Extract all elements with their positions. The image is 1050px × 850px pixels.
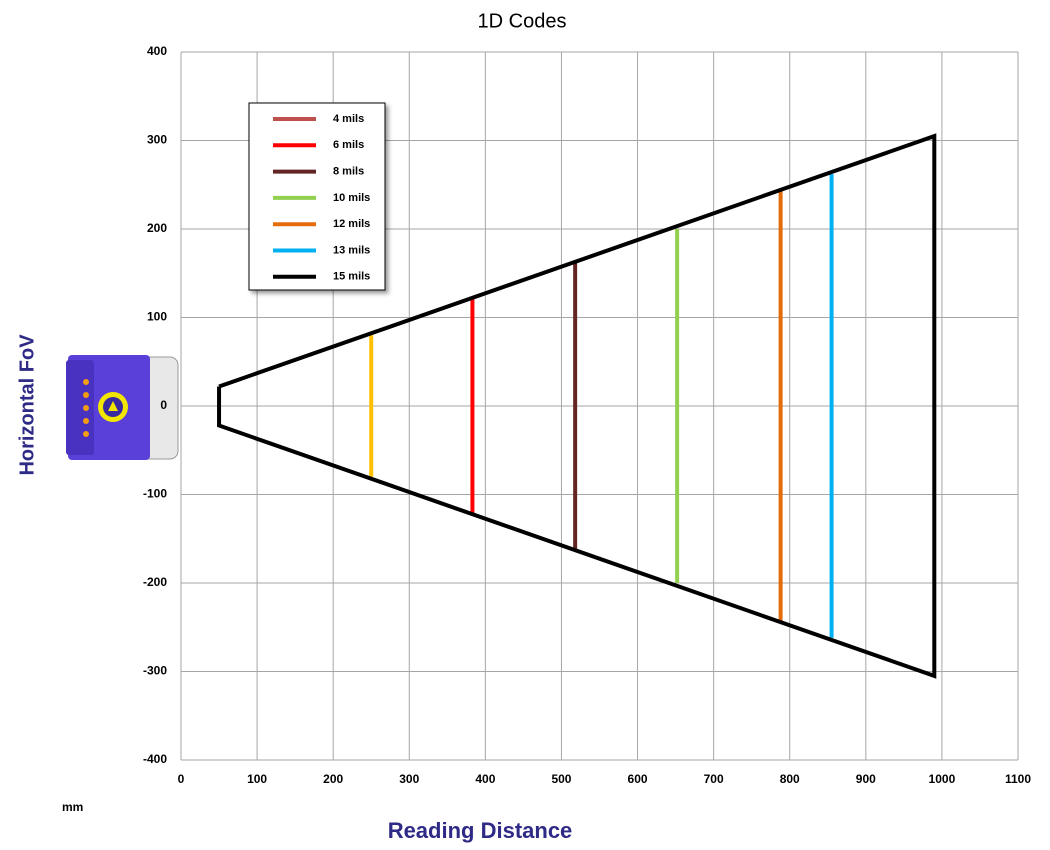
legend-label: 12 mils [333, 218, 370, 230]
legend-label: 10 mils [333, 192, 370, 204]
x-tick-label: 200 [323, 772, 343, 786]
y-tick-label: 0 [160, 398, 167, 412]
legend: 4 mils 6 mils 8 mils 10 mils 12 mils 13 mils 1… [248, 102, 386, 291]
legend-label: 15 mils [333, 271, 370, 283]
legend-label: 4 mils [333, 113, 364, 125]
y-tick-label: -300 [143, 664, 167, 678]
x-tick-label: 1000 [929, 772, 956, 786]
x-tick-label: 100 [247, 772, 267, 786]
x-tick-label: 900 [856, 772, 876, 786]
y-axis-label: Horizontal FoV [16, 334, 38, 476]
x-tick-label: 400 [475, 772, 495, 786]
unit-note: mm [62, 800, 83, 814]
legend-label: 8 mils [333, 166, 364, 178]
x-tick-label: 0 [178, 772, 185, 786]
legend-label: 6 mils [333, 139, 364, 151]
series-line [217, 133, 937, 679]
y-tick-label: -400 [143, 752, 167, 766]
legend-label: 13 mils [333, 244, 370, 256]
y-tick-label: -200 [143, 575, 167, 589]
x-axis-label: Reading Distance [388, 818, 573, 843]
y-tick-label: 300 [147, 133, 167, 147]
x-tick-label: 1100 [1005, 772, 1031, 786]
chart-title: 1D Codes [478, 10, 567, 32]
scanner-icon [66, 355, 179, 460]
x-tick-label: 500 [551, 772, 571, 786]
x-tick-label: 800 [780, 772, 800, 786]
x-tick-label: 600 [628, 772, 648, 786]
y-tick-label: 200 [147, 221, 167, 235]
y-tick-label: -100 [143, 487, 167, 501]
y-tick-label: 400 [147, 44, 167, 58]
x-tick-label: 700 [704, 772, 724, 786]
y-tick-label: 100 [147, 310, 167, 324]
legend-box [248, 102, 386, 291]
x-tick-label: 300 [399, 772, 419, 786]
